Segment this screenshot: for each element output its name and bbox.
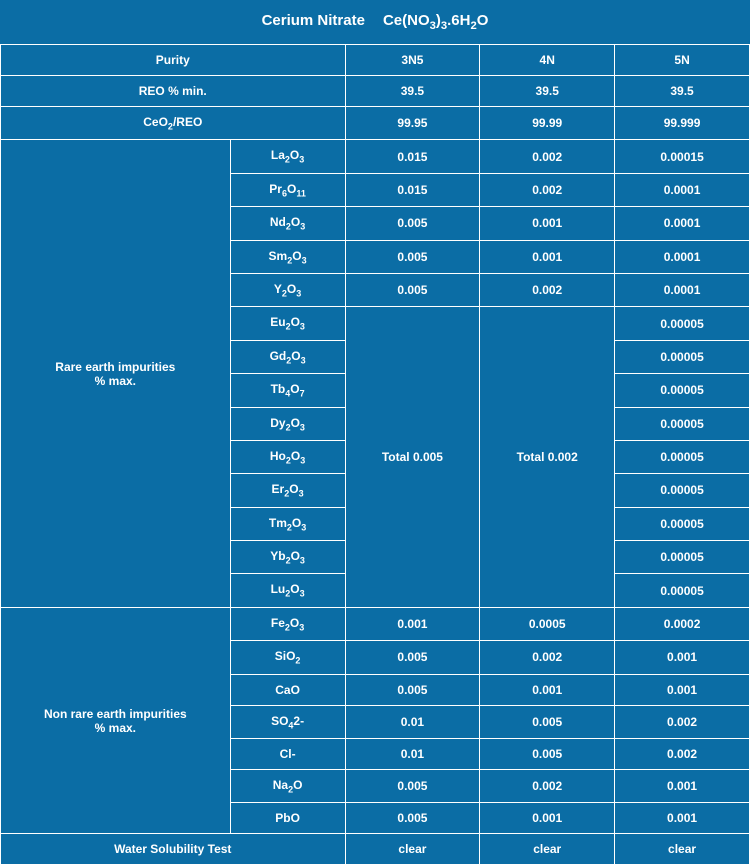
cell-val: 0.005 (345, 273, 480, 306)
row-ceo2-reo: CeO2/REO 99.95 99.99 99.999 (1, 107, 750, 140)
section-label-rare-earth: Rare earth impurities% max. (1, 140, 231, 607)
cell-val: 0.0001 (615, 207, 750, 240)
cell-val: 0.002 (480, 173, 615, 206)
cell-val: 0.002 (480, 641, 615, 674)
compound-label: Fe2O3 (230, 607, 345, 640)
compound-label: Na2O (230, 770, 345, 803)
cell-val: 0.00005 (615, 507, 750, 540)
cell-val: 0.001 (480, 803, 615, 834)
cell-val: 99.99 (480, 107, 615, 140)
compound-label: La2O3 (230, 140, 345, 173)
cell-val: 99.95 (345, 107, 480, 140)
cell-val: 0.001 (615, 803, 750, 834)
product-formula: Ce(NO3)3.6H2O (383, 12, 488, 29)
table-row: Rare earth impurities% max.La2O30.0150.0… (1, 140, 750, 173)
cell-val: 0.0002 (615, 607, 750, 640)
compound-label: Gd2O3 (230, 340, 345, 373)
cell-val: 0.00015 (615, 140, 750, 173)
cell-val: 0.00005 (615, 574, 750, 607)
cell-val: 0.005 (345, 207, 480, 240)
cell-val: 0.005 (345, 240, 480, 273)
compound-label: Y2O3 (230, 273, 345, 306)
cell-val: 0.001 (480, 674, 615, 705)
row-label: CeO2/REO (1, 107, 346, 140)
cell-val: 39.5 (345, 76, 480, 107)
cell-val: 0.00005 (615, 407, 750, 440)
compound-label: Pr6O11 (230, 173, 345, 206)
cell-val: 0.001 (615, 641, 750, 674)
cell-val: 0.001 (615, 770, 750, 803)
header-grade-5n: 5N (615, 45, 750, 76)
cell-val: 0.001 (480, 207, 615, 240)
cell-val: 0.002 (615, 705, 750, 738)
title-row: Cerium Nitrate Ce(NO3)3.6H2O (1, 0, 750, 45)
cell-val: 0.00005 (615, 440, 750, 473)
cell-val: 0.0001 (615, 273, 750, 306)
compound-label: SO42- (230, 705, 345, 738)
cell-val: 0.002 (615, 739, 750, 770)
cell-val: 0.0001 (615, 173, 750, 206)
cell-val: 0.002 (480, 273, 615, 306)
cell-val: 0.015 (345, 140, 480, 173)
header-grade-3n5: 3N5 (345, 45, 480, 76)
cell-val: 0.001 (345, 607, 480, 640)
compound-label: PbO (230, 803, 345, 834)
cell-val: 0.002 (480, 140, 615, 173)
cell-val: clear (345, 834, 480, 865)
cell-val: 0.005 (480, 705, 615, 738)
cell-val: 0.001 (480, 240, 615, 273)
cell-val: 0.00005 (615, 474, 750, 507)
cell-val: 0.01 (345, 705, 480, 738)
compound-label: Lu2O3 (230, 574, 345, 607)
header-purity: Purity (1, 45, 346, 76)
row-reo-min: REO % min. 39.5 39.5 39.5 (1, 76, 750, 107)
compound-label: Nd2O3 (230, 207, 345, 240)
compound-label: Tb4O7 (230, 374, 345, 407)
cell-val: 0.00005 (615, 374, 750, 407)
cell-val: 0.01 (345, 739, 480, 770)
cell-val: 99.999 (615, 107, 750, 140)
cell-val: 0.005 (345, 674, 480, 705)
compound-label: Cl- (230, 739, 345, 770)
cell-val: 0.005 (345, 641, 480, 674)
compound-label: Er2O3 (230, 474, 345, 507)
cell-val: clear (480, 834, 615, 865)
row-water-solubility: Water Solubility Test clear clear clear (1, 834, 750, 865)
header-row: Purity 3N5 4N 5N (1, 45, 750, 76)
cell-val: 0.005 (345, 770, 480, 803)
compound-label: CaO (230, 674, 345, 705)
cell-val: 0.00005 (615, 340, 750, 373)
compound-label: Tm2O3 (230, 507, 345, 540)
cell-val: 0.00005 (615, 307, 750, 340)
spec-table: Cerium Nitrate Ce(NO3)3.6H2O Purity 3N5 4… (0, 0, 750, 865)
product-name: Cerium Nitrate (262, 12, 365, 29)
cell-val: 0.00005 (615, 541, 750, 574)
compound-label: Dy2O3 (230, 407, 345, 440)
compound-label: Yb2O3 (230, 541, 345, 574)
cell-val: 39.5 (615, 76, 750, 107)
row-label: REO % min. (1, 76, 346, 107)
cell-val: 0.0005 (480, 607, 615, 640)
cell-val: clear (615, 834, 750, 865)
compound-label: SiO2 (230, 641, 345, 674)
row-label: Water Solubility Test (1, 834, 346, 865)
compound-label: Sm2O3 (230, 240, 345, 273)
header-grade-4n: 4N (480, 45, 615, 76)
compound-label: Ho2O3 (230, 440, 345, 473)
cell-merged-total-4n: Total 0.002 (480, 307, 615, 608)
table-title: Cerium Nitrate Ce(NO3)3.6H2O (1, 0, 750, 45)
section-label-non-rare-earth: Non rare earth impurities% max. (1, 607, 231, 834)
cell-val: 0.0001 (615, 240, 750, 273)
compound-label: Eu2O3 (230, 307, 345, 340)
cell-val: 39.5 (480, 76, 615, 107)
cell-merged-total-3n5: Total 0.005 (345, 307, 480, 608)
cell-val: 0.015 (345, 173, 480, 206)
cell-val: 0.005 (345, 803, 480, 834)
table-row: Non rare earth impurities% max.Fe2O30.00… (1, 607, 750, 640)
cell-val: 0.005 (480, 739, 615, 770)
cell-val: 0.001 (615, 674, 750, 705)
cell-val: 0.002 (480, 770, 615, 803)
